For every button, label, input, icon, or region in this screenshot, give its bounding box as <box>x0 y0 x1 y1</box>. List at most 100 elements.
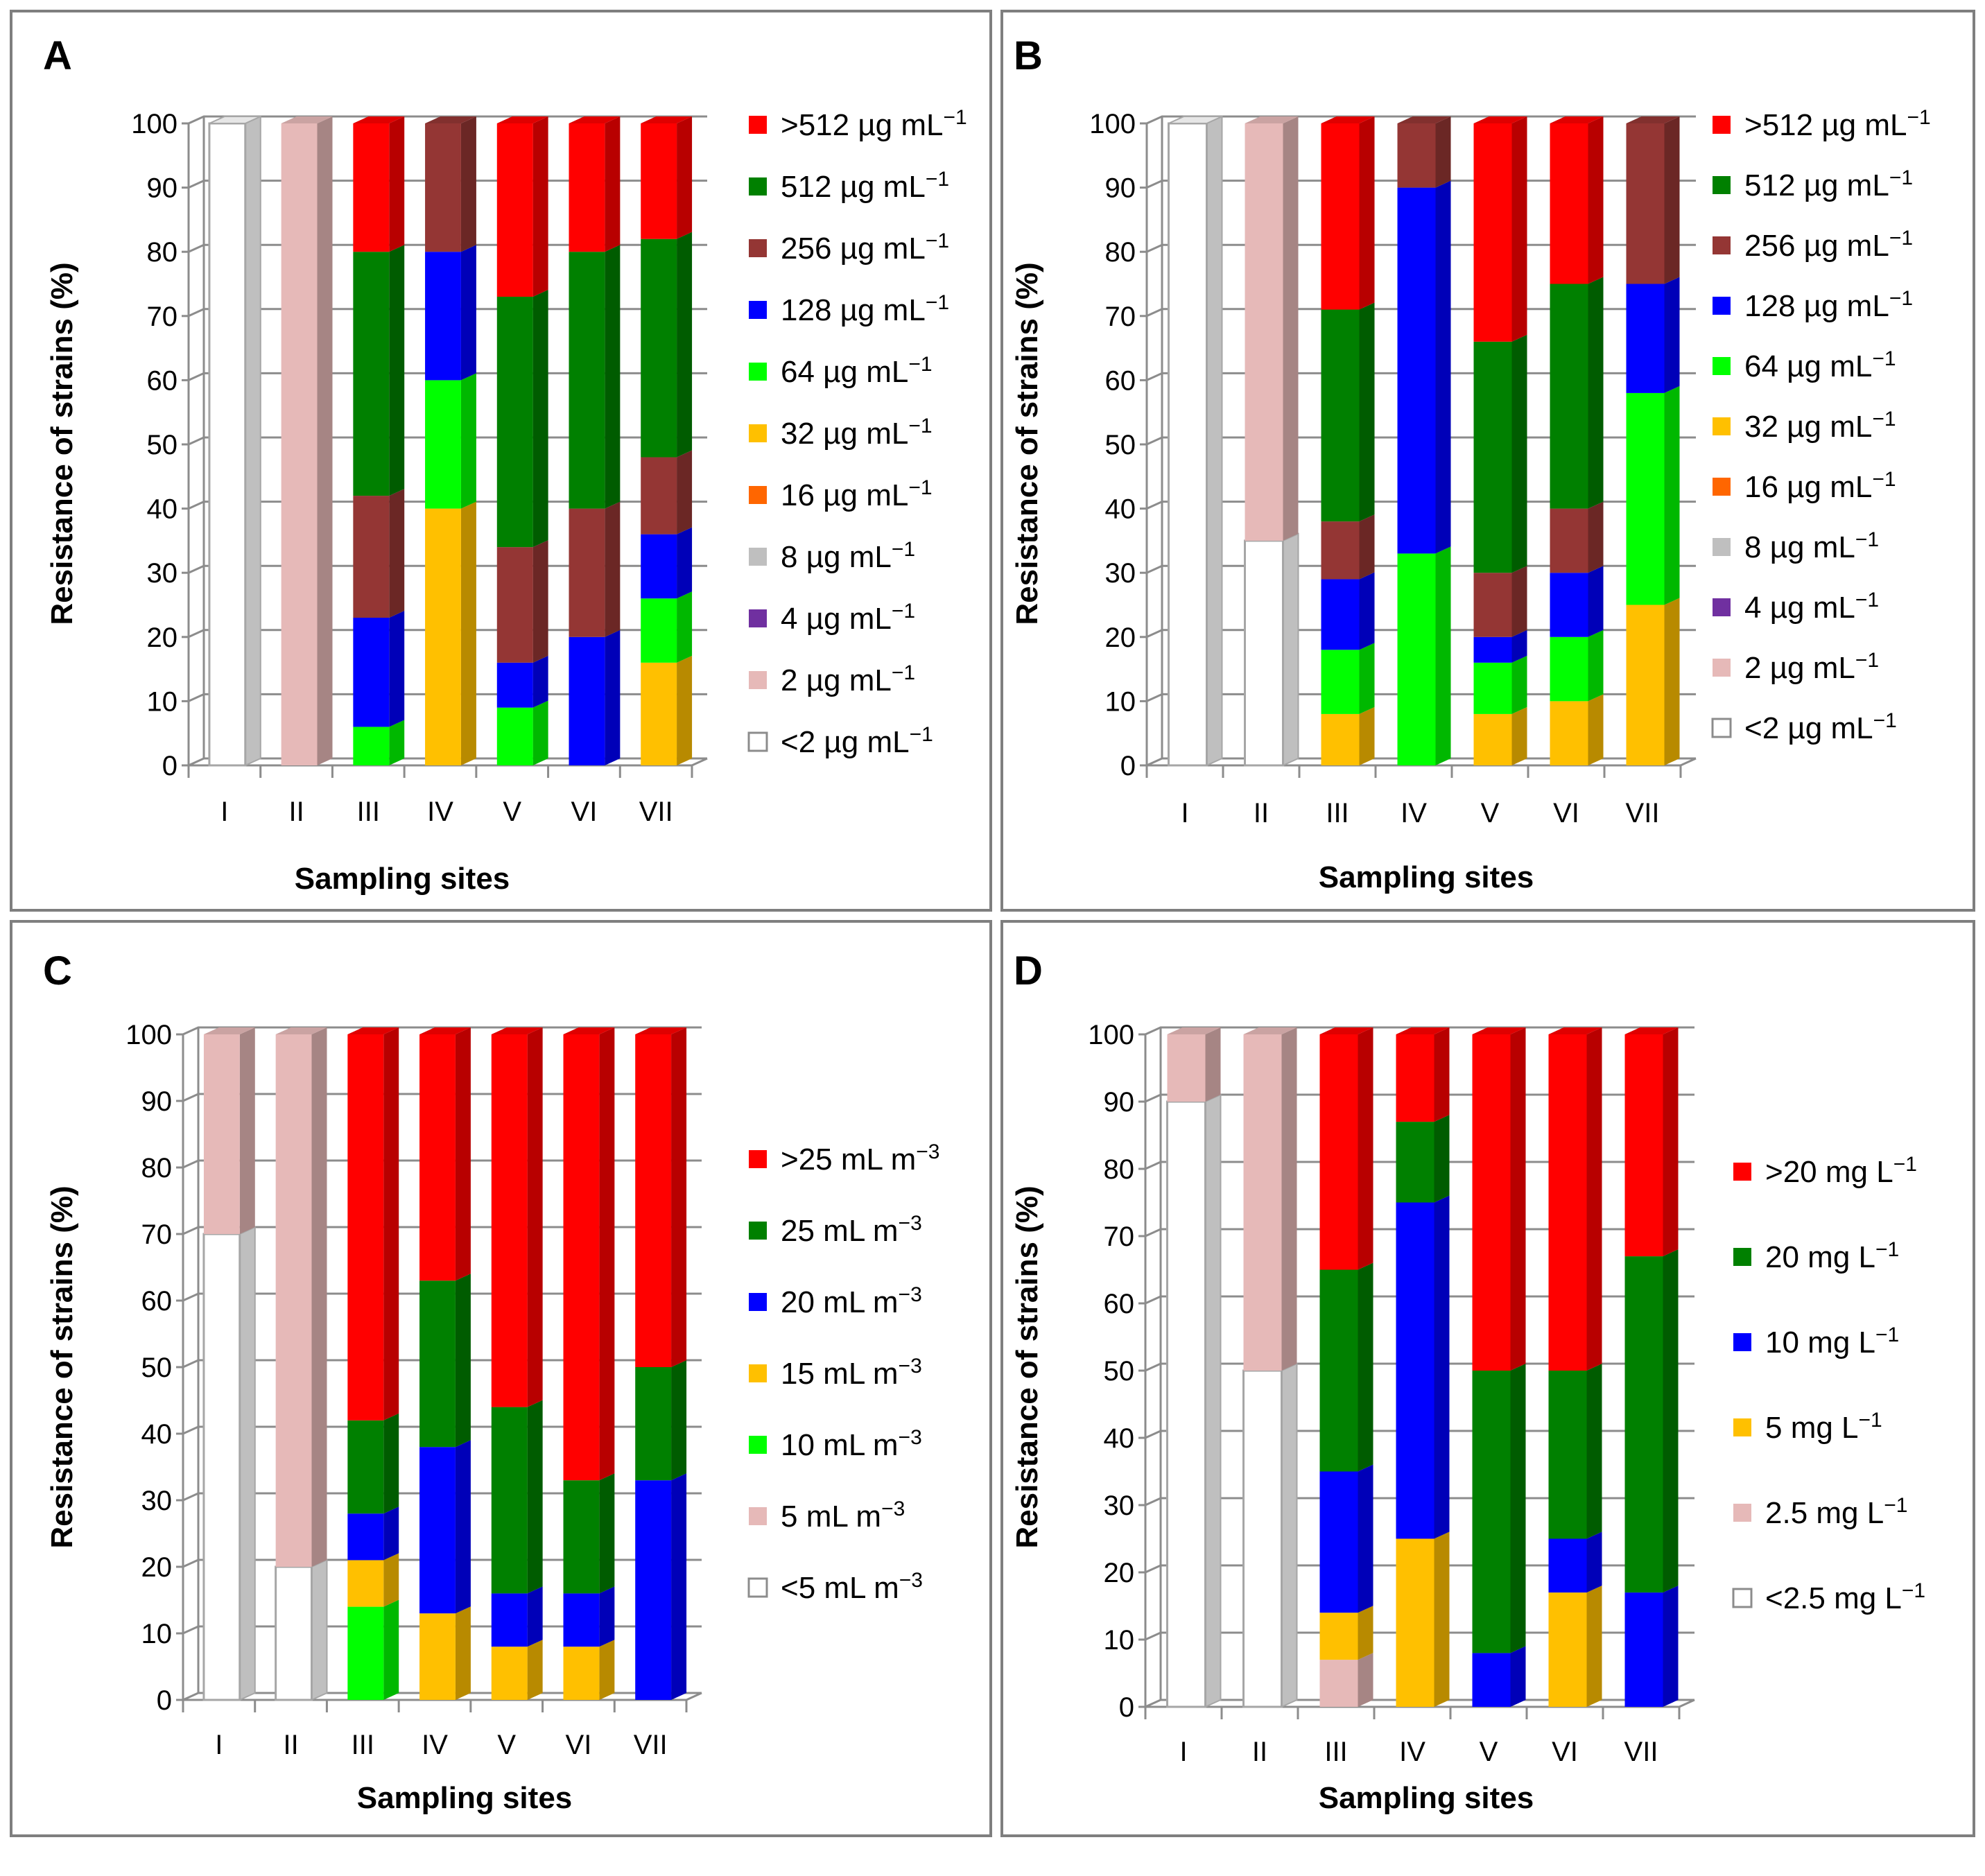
bar-side <box>1358 1606 1373 1660</box>
y-tick-label: 20 <box>147 623 178 653</box>
bar-side <box>1358 1464 1373 1613</box>
y-tick-label: 40 <box>141 1419 173 1450</box>
bar-side <box>599 1586 615 1647</box>
bar-side <box>1282 532 1299 767</box>
bar-side <box>1358 1653 1373 1707</box>
legend-swatch <box>1733 1248 1751 1266</box>
bar-side <box>1435 546 1451 765</box>
bar-front <box>1624 1256 1663 1593</box>
bar-front <box>1242 1369 1283 1708</box>
bar-segment-gt-512-ug-mlminus1-v <box>1473 116 1527 342</box>
bar-segment-20-ml-mminus3-v <box>491 1586 543 1647</box>
legend-swatch <box>1732 1588 1753 1608</box>
x-axis-title: Sampling sites <box>357 1781 573 1815</box>
legend-swatch <box>749 1150 767 1168</box>
bar-front <box>1321 309 1360 522</box>
bar-side <box>599 1640 615 1700</box>
bar-side <box>1664 116 1680 284</box>
bar-top <box>1473 116 1527 123</box>
bar-side <box>311 1027 327 1567</box>
bar-front <box>1472 1371 1511 1653</box>
bar-side <box>1435 116 1451 188</box>
bar-side <box>1586 1027 1602 1371</box>
bar-front <box>425 380 461 509</box>
bar-segment-128-ug-mlminus1-vii <box>641 527 693 599</box>
bar-segment-5-mg-lminus1-iii <box>1319 1606 1373 1660</box>
bar-side <box>677 655 693 765</box>
bar-segment-512-ug-mlminus1-iii <box>353 245 405 496</box>
bar-segment-gt-25-ml-mminus3-iii <box>347 1027 399 1421</box>
bar-top <box>641 116 693 123</box>
bar-front <box>353 252 390 496</box>
x-tick-label: VI <box>566 1730 592 1760</box>
bar-front <box>1473 662 1512 714</box>
bar-segment-64-ug-mlminus1-vii <box>641 591 693 663</box>
bar-side <box>1205 1027 1221 1102</box>
y-tick-label: 90 <box>1104 1087 1135 1118</box>
legend-swatch <box>749 1364 767 1382</box>
x-axis-title: Sampling sites <box>295 862 510 896</box>
bar-segment-5-ml-mminus3-ii <box>275 1027 327 1567</box>
legend-swatch <box>749 177 767 196</box>
bar-top <box>209 116 261 124</box>
x-tick-label: VI <box>1553 798 1579 828</box>
bar-segment-gt-512-ug-mlminus1-vi <box>569 116 621 252</box>
bar-front <box>496 297 533 548</box>
legend-item-gt-20-mg-lminus1: >20 mg L−1 <box>1733 1153 1917 1189</box>
bar-side <box>1663 1249 1679 1593</box>
bar-front <box>635 1480 672 1700</box>
bar-side <box>1588 629 1604 702</box>
bar-segment-128-ug-mlminus1-vii <box>1626 277 1680 393</box>
bar-front <box>1167 1034 1206 1102</box>
bar-top <box>569 116 621 123</box>
legend-label: 256 µg mL−1 <box>781 229 949 266</box>
bar-side <box>455 1440 471 1614</box>
legend-label: <2 µg mL−1 <box>1744 709 1897 746</box>
bar-front <box>1473 341 1512 573</box>
legend-label: >25 mL m−3 <box>781 1140 939 1177</box>
legend-item-lt-2-ug-mlminus1: <2 µg mL−1 <box>1711 709 1897 746</box>
bar-front <box>281 123 318 765</box>
bar-segment-128-ug-mlminus1-vi <box>569 629 621 765</box>
bar-segment-gt-25-ml-mminus3-vi <box>563 1027 615 1481</box>
bar-top <box>1548 1027 1602 1034</box>
bar-top <box>347 1027 399 1034</box>
bar-front <box>1321 579 1360 650</box>
bar-front <box>347 1513 384 1561</box>
legend-item-16-ug-mlminus1: 16 µg mL−1 <box>1713 468 1896 504</box>
bar-segment-15-ml-mminus3-vi <box>563 1640 615 1700</box>
bar-front <box>569 636 605 765</box>
bar-front <box>1243 1034 1282 1371</box>
legend-swatch <box>1733 1163 1751 1181</box>
legend-swatch <box>1711 718 1732 738</box>
legend-item-512-ug-mlminus1: 512 µg mL−1 <box>749 168 949 204</box>
bar-top <box>1245 116 1299 123</box>
y-tick-label: 70 <box>141 1219 173 1250</box>
bar-side <box>460 373 476 509</box>
y-axis-title: Resistance of strains (%) <box>1010 262 1044 625</box>
bar-segment-lt-2-5-mg-lminus1-ii <box>1242 1362 1298 1708</box>
bar-top <box>419 1027 471 1034</box>
bar-front <box>1397 553 1436 765</box>
x-tick-label: V <box>1481 798 1500 828</box>
bar-side <box>1358 1262 1373 1472</box>
y-tick-label: 10 <box>147 686 178 717</box>
y-tick-label: 50 <box>1105 430 1136 460</box>
bar-side <box>1434 1115 1450 1203</box>
x-tick-label: III <box>357 797 380 827</box>
bar-side <box>1663 1586 1679 1707</box>
bar-side <box>1588 501 1604 573</box>
bar-front <box>1472 1034 1511 1371</box>
bar-side <box>677 527 693 599</box>
bar-segment-256-ug-mlminus1-v <box>496 540 548 663</box>
bar-front <box>563 1647 600 1700</box>
bar-side <box>532 655 548 708</box>
bar-segment-gt-20-mg-lminus1-v <box>1472 1027 1526 1371</box>
legend-label: 16 µg mL−1 <box>781 476 933 513</box>
legend-label: >512 µg mL−1 <box>781 106 967 143</box>
bar-top <box>635 1027 687 1034</box>
bar-segment-20-ml-mminus3-iv <box>419 1440 471 1614</box>
bar-side <box>671 1027 687 1367</box>
bar-side <box>1511 706 1527 765</box>
